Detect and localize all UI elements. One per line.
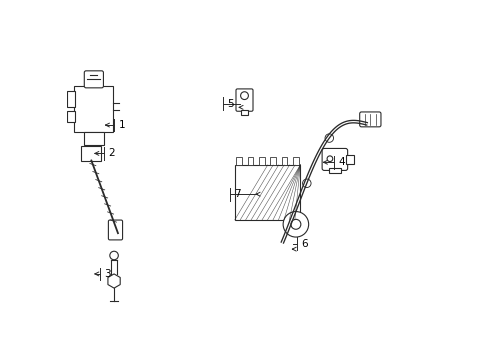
Text: 4: 4: [338, 157, 345, 167]
FancyBboxPatch shape: [328, 168, 341, 173]
FancyBboxPatch shape: [322, 148, 347, 170]
Circle shape: [110, 251, 118, 260]
FancyBboxPatch shape: [270, 157, 276, 165]
FancyBboxPatch shape: [293, 157, 298, 165]
Text: 1: 1: [119, 120, 125, 130]
Text: 5: 5: [226, 99, 233, 109]
Text: 3: 3: [104, 269, 111, 279]
Circle shape: [302, 179, 310, 188]
Circle shape: [325, 134, 333, 142]
Text: 6: 6: [301, 239, 307, 249]
Circle shape: [326, 156, 332, 162]
FancyBboxPatch shape: [359, 112, 380, 127]
Circle shape: [290, 219, 300, 229]
Circle shape: [283, 212, 308, 237]
Polygon shape: [108, 274, 120, 288]
FancyBboxPatch shape: [74, 86, 113, 132]
FancyBboxPatch shape: [81, 145, 101, 161]
FancyBboxPatch shape: [66, 111, 75, 122]
Circle shape: [240, 92, 248, 100]
FancyBboxPatch shape: [66, 91, 75, 107]
FancyBboxPatch shape: [241, 110, 247, 115]
FancyBboxPatch shape: [236, 157, 242, 165]
FancyBboxPatch shape: [108, 220, 122, 240]
FancyBboxPatch shape: [84, 132, 103, 145]
FancyBboxPatch shape: [234, 165, 300, 220]
Text: 2: 2: [108, 148, 114, 158]
Text: 7: 7: [233, 189, 240, 199]
FancyBboxPatch shape: [345, 155, 353, 164]
FancyBboxPatch shape: [84, 71, 103, 88]
FancyBboxPatch shape: [281, 157, 287, 165]
FancyBboxPatch shape: [247, 157, 253, 165]
FancyBboxPatch shape: [236, 89, 252, 111]
FancyBboxPatch shape: [259, 157, 264, 165]
